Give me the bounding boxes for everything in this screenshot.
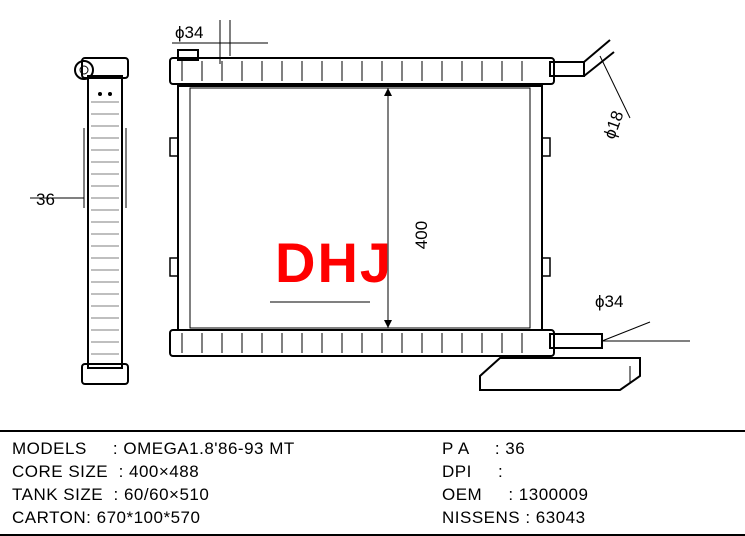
spec-col-left: MODELS : OMEGA1.8'86-93 MT CORE SIZE : 4… bbox=[0, 432, 430, 534]
spec-col-right: P A : 36 DPI : OEM : 1300009 NISSENS : 6… bbox=[430, 432, 745, 534]
spec-oem: OEM : 1300009 bbox=[442, 485, 745, 505]
spec-table: MODELS : OMEGA1.8'86-93 MT CORE SIZE : 4… bbox=[0, 430, 745, 536]
technical-drawing: ϕ34 ϕ18 36 400 ϕ34 DHJ bbox=[0, 0, 745, 430]
spec-dpi: DPI : bbox=[442, 462, 745, 482]
spec-pa: P A : 36 bbox=[442, 439, 745, 459]
watermark-text: DHJ bbox=[275, 230, 393, 295]
spec-models: MODELS : OMEGA1.8'86-93 MT bbox=[12, 439, 430, 459]
spec-carton: CARTON: 670*100*570 bbox=[12, 508, 430, 528]
spec-core-size: CORE SIZE : 400×488 bbox=[12, 462, 430, 482]
dim-phi34-right: ϕ34 bbox=[595, 292, 623, 312]
spec-tank-size: TANK SIZE : 60/60×510 bbox=[12, 485, 430, 505]
drawing-svg bbox=[0, 0, 745, 430]
spec-nissens: NISSENS : 63043 bbox=[442, 508, 745, 528]
dim-36: 36 bbox=[36, 190, 55, 210]
dim-400: 400 bbox=[412, 221, 432, 249]
dim-phi34-top: ϕ34 bbox=[175, 23, 203, 43]
